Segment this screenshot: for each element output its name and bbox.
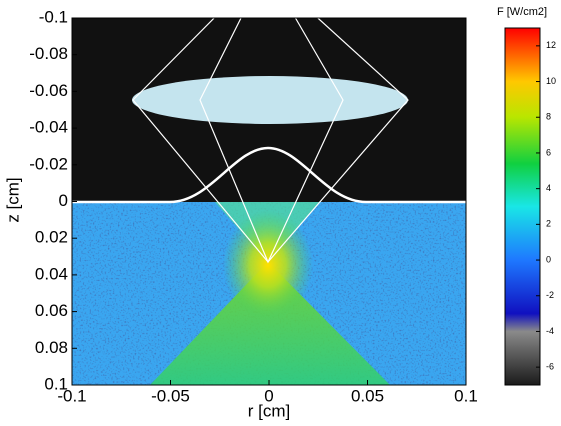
y-tick-label: -0.04 (29, 118, 68, 137)
y-tick-label: -0.08 (29, 44, 68, 63)
colorbar-tick-label: 8 (546, 112, 551, 122)
rays (132, 0, 409, 264)
colorbar-tick-label: 0 (546, 254, 551, 264)
y-tick-label: -0.06 (29, 81, 68, 100)
focus-glow (223, 210, 313, 320)
colorbar-label: F [W/cm2] (497, 6, 547, 18)
colorbar-tick-label: 4 (546, 183, 551, 193)
y-tick-label: 0.1 (44, 374, 68, 393)
colorbar-tick-label: 12 (546, 40, 556, 50)
colorbar-tick-label: 10 (546, 76, 556, 86)
lens (132, 76, 408, 124)
x-tick-label: -0.1 (57, 386, 86, 405)
colorbar-tick-label: 6 (546, 147, 551, 157)
y-tick-label: 0.08 (35, 338, 68, 357)
y-tick-label: 0 (59, 191, 68, 210)
colorbar-tick-label: -4 (546, 326, 554, 336)
y-tick-label: 0.04 (35, 264, 68, 283)
x-tick-label: 0.1 (454, 386, 478, 405)
x-axis-label: r [cm] (248, 401, 291, 420)
colorbar (504, 27, 541, 386)
heatmap (71, 0, 467, 386)
colorbar-tick-label: 2 (546, 219, 551, 229)
colorbar-tick-label: -2 (546, 290, 554, 300)
y-axis-label: z [cm] (3, 177, 22, 222)
profile-curve (72, 146, 466, 204)
y-tick-label: -0.1 (39, 7, 68, 26)
y-tick-label: -0.02 (29, 154, 68, 173)
beam-lower (150, 262, 390, 385)
x-tick-label: 0 (264, 386, 273, 405)
y-tick-label: 0.06 (35, 301, 68, 320)
y-tick-label: 0.02 (35, 228, 68, 247)
colorbar-tick-label: -6 (546, 362, 554, 372)
x-tick-label: -0.05 (151, 386, 190, 405)
x-tick-label: 0.05 (351, 386, 384, 405)
